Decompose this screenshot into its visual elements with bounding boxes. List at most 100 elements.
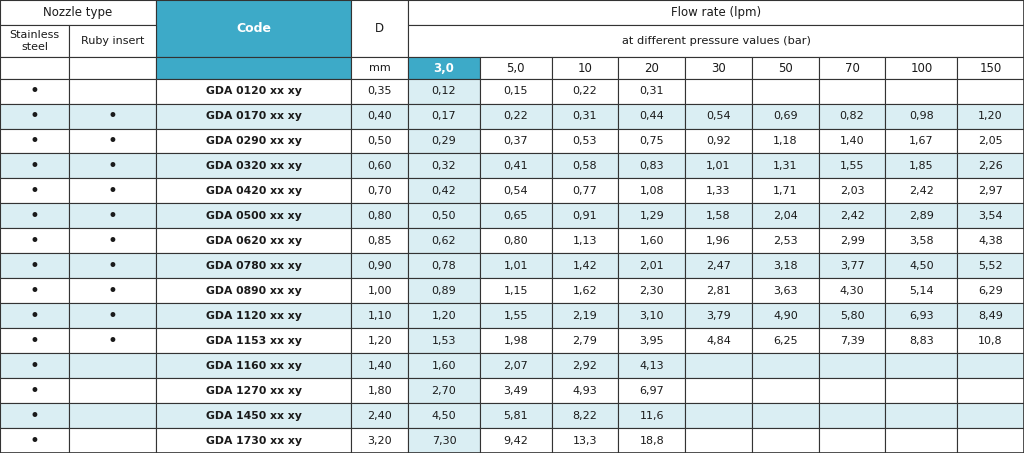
Text: 6,97: 6,97	[639, 386, 665, 395]
Text: 4,84: 4,84	[707, 336, 731, 346]
Text: 1,98: 1,98	[504, 336, 528, 346]
Bar	[819, 154, 886, 178]
Bar	[957, 378, 1024, 403]
Bar	[957, 353, 1024, 378]
Bar	[70, 154, 156, 178]
Bar	[886, 403, 957, 428]
Text: •: •	[30, 332, 40, 350]
Bar	[351, 58, 409, 79]
Bar	[618, 79, 685, 104]
Bar	[886, 178, 957, 203]
Bar	[156, 104, 351, 129]
Text: •: •	[30, 282, 40, 300]
Text: 3,95: 3,95	[639, 336, 664, 346]
Bar	[0, 403, 70, 428]
Text: 1,29: 1,29	[639, 211, 665, 221]
Bar	[957, 178, 1024, 203]
Text: •: •	[30, 257, 40, 275]
Bar	[752, 203, 819, 228]
Text: 5,14: 5,14	[909, 286, 934, 296]
Bar	[156, 353, 351, 378]
Bar	[886, 129, 957, 154]
Bar	[480, 129, 552, 154]
Bar	[552, 79, 618, 104]
Text: 1,20: 1,20	[432, 311, 457, 321]
Bar	[957, 303, 1024, 328]
Text: 1,10: 1,10	[368, 311, 392, 321]
Bar	[409, 328, 480, 353]
Bar	[0, 228, 70, 253]
Text: •: •	[30, 406, 40, 424]
Text: 0,54: 0,54	[707, 111, 731, 121]
Text: 2,01: 2,01	[639, 261, 664, 271]
Bar	[480, 353, 552, 378]
Bar	[156, 129, 351, 154]
Text: 3,63: 3,63	[773, 286, 798, 296]
Bar	[156, 154, 351, 178]
Bar	[351, 178, 409, 203]
Bar	[70, 178, 156, 203]
Bar	[351, 129, 409, 154]
Text: 3,20: 3,20	[368, 435, 392, 445]
Bar	[886, 253, 957, 278]
Bar	[156, 228, 351, 253]
Bar	[618, 203, 685, 228]
Bar	[752, 253, 819, 278]
Text: 9,42: 9,42	[503, 435, 528, 445]
Bar	[685, 428, 752, 453]
Bar	[156, 79, 351, 104]
Bar	[156, 303, 351, 328]
Bar	[480, 58, 552, 79]
Bar	[685, 129, 752, 154]
Text: 5,0: 5,0	[507, 62, 525, 74]
Text: 2,05: 2,05	[978, 136, 1002, 146]
Bar	[819, 353, 886, 378]
Bar	[886, 203, 957, 228]
Text: GDA 0170 xx xy: GDA 0170 xx xy	[206, 111, 301, 121]
Bar	[552, 178, 618, 203]
Text: •: •	[30, 182, 40, 200]
Bar	[886, 154, 957, 178]
Text: •: •	[108, 232, 118, 250]
Text: 0,80: 0,80	[504, 236, 528, 246]
Text: 1,62: 1,62	[572, 286, 597, 296]
Bar	[957, 228, 1024, 253]
Text: 1,53: 1,53	[432, 336, 457, 346]
Bar	[552, 228, 618, 253]
Bar	[70, 253, 156, 278]
Text: 0,22: 0,22	[572, 86, 597, 96]
Bar	[0, 0, 156, 25]
Bar	[752, 328, 819, 353]
Bar	[618, 403, 685, 428]
Bar	[0, 178, 70, 203]
Text: GDA 1270 xx xy: GDA 1270 xx xy	[206, 386, 301, 395]
Text: 0,78: 0,78	[431, 261, 457, 271]
Text: 8,83: 8,83	[909, 336, 934, 346]
Bar	[886, 303, 957, 328]
Bar	[957, 328, 1024, 353]
Text: 2,26: 2,26	[978, 161, 1002, 171]
Bar	[409, 0, 1024, 25]
Bar	[618, 129, 685, 154]
Text: GDA 0320 xx xy: GDA 0320 xx xy	[206, 161, 301, 171]
Text: •: •	[30, 232, 40, 250]
Bar	[819, 203, 886, 228]
Bar	[957, 278, 1024, 303]
Text: 0,17: 0,17	[432, 111, 457, 121]
Bar	[752, 154, 819, 178]
Bar	[480, 228, 552, 253]
Bar	[351, 428, 409, 453]
Bar	[886, 278, 957, 303]
Bar	[685, 228, 752, 253]
Bar	[156, 0, 351, 58]
Text: 1,85: 1,85	[909, 161, 934, 171]
Bar	[685, 278, 752, 303]
Text: 70: 70	[845, 62, 859, 74]
Text: Ruby insert: Ruby insert	[81, 36, 144, 46]
Bar	[351, 403, 409, 428]
Text: 10,8: 10,8	[978, 336, 1002, 346]
Bar	[351, 378, 409, 403]
Bar	[957, 129, 1024, 154]
Text: 2,42: 2,42	[840, 211, 864, 221]
Text: 1,15: 1,15	[504, 286, 528, 296]
